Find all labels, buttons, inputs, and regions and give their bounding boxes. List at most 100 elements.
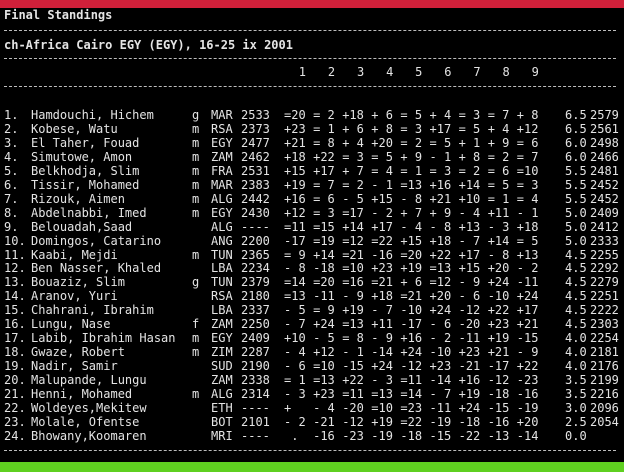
- player-name: Domingos, Catarino: [31, 233, 162, 248]
- round-result: +11: [371, 317, 393, 332]
- round-result: = 3: [429, 163, 452, 178]
- round-result: -22: [458, 428, 481, 443]
- round-result: =12: [429, 275, 452, 290]
- round-result: + 6: [400, 275, 423, 290]
- round-result: -18: [400, 428, 423, 443]
- round-result: -18: [487, 387, 510, 401]
- round-result: +18: [284, 149, 306, 164]
- performance: 2452: [590, 191, 619, 206]
- round-header: 4: [386, 65, 394, 79]
- round-result: = 1: [487, 191, 510, 206]
- round-result: = 5: [487, 177, 510, 192]
- rank: 21.: [4, 387, 26, 401]
- rank: 19.: [4, 359, 26, 374]
- round-result: = 6: [313, 191, 335, 206]
- player-name: Molale, Ofentse: [31, 414, 140, 429]
- round-result: - 4: [284, 345, 306, 360]
- rank: 9.: [4, 219, 19, 234]
- round-result: - 4: [458, 205, 481, 220]
- rank: 12.: [4, 261, 26, 276]
- round-result: = 2: [400, 135, 423, 150]
- round-result: -12: [487, 373, 510, 388]
- score: 4.5: [565, 247, 587, 262]
- federation: ZAM: [211, 149, 233, 164]
- performance: 2096: [590, 400, 619, 415]
- round-result: -15: [516, 331, 539, 346]
- round-result: +22: [313, 149, 335, 164]
- round-result: -19: [371, 428, 393, 443]
- round-result: = 6: [487, 163, 510, 178]
- round-result: +18: [371, 289, 393, 304]
- round-result: +23: [313, 387, 335, 401]
- rating: 2337: [241, 303, 270, 318]
- player-title: m: [192, 121, 200, 136]
- round-result: +17: [313, 163, 335, 178]
- round-result: +16: [284, 191, 306, 206]
- rating: 2383: [241, 177, 270, 192]
- round-result: = 9: [313, 303, 335, 318]
- round-result: =14: [284, 275, 306, 290]
- round-result: +20: [429, 289, 452, 304]
- round-result: - 8: [400, 191, 423, 206]
- round-result: - 1: [342, 345, 364, 360]
- player-title: m: [192, 331, 200, 346]
- round-result: - 9: [342, 289, 364, 304]
- round-result: =13: [313, 373, 335, 388]
- rating: ----: [241, 428, 270, 443]
- round-result: +21: [487, 345, 510, 360]
- performance: 2303: [590, 317, 619, 332]
- round-result: =13: [284, 289, 306, 304]
- player-name: Belouadah,Saad: [31, 219, 133, 234]
- round-result: -18: [313, 261, 335, 276]
- round-result: - 6: [429, 317, 452, 332]
- score: 5.0: [565, 205, 587, 220]
- rank: 14.: [4, 289, 26, 304]
- round-result: = 3: [516, 177, 539, 192]
- player-title: m: [192, 387, 200, 401]
- round-result: +17: [458, 247, 481, 262]
- federation: TUN: [211, 247, 233, 262]
- rating: 2409: [241, 331, 270, 346]
- player-name: Bhowany,Koomaren: [31, 428, 147, 443]
- round-result: = 7: [487, 108, 510, 122]
- round-header: 9: [531, 65, 539, 79]
- score: 4.0: [565, 345, 587, 360]
- round-result: +16: [458, 373, 481, 388]
- round-result: =22: [371, 233, 393, 248]
- round-result: +20: [371, 135, 393, 150]
- federation: EGY: [211, 135, 233, 150]
- rank: 5.: [4, 163, 19, 178]
- round-result: +21: [284, 135, 306, 150]
- round-header: 7: [473, 65, 481, 79]
- rank: 7.: [4, 191, 19, 206]
- rank: 17.: [4, 331, 26, 346]
- player-title: m: [192, 247, 200, 262]
- round-result: - 7: [371, 303, 393, 318]
- performance: 2498: [590, 135, 619, 150]
- round-result: + 6: [371, 108, 393, 122]
- score: 4.5: [565, 275, 587, 290]
- round-result: +24: [400, 345, 423, 360]
- round-result: =22: [400, 414, 423, 429]
- performance: 2452: [590, 177, 619, 192]
- player-name: Hamdouchi, Hichem: [31, 108, 154, 122]
- round-result: -12: [458, 303, 481, 318]
- round-result: -11: [516, 275, 539, 290]
- rating: 2442: [241, 191, 270, 206]
- round-result: - 4: [313, 400, 335, 415]
- federation: ETH: [211, 400, 233, 415]
- round-result: +14: [458, 177, 481, 192]
- round-result: -12: [400, 359, 423, 374]
- round-result: - 7: [284, 317, 306, 332]
- round-result: = 4: [371, 163, 393, 178]
- rank: 11.: [4, 247, 26, 262]
- score: 4.0: [565, 359, 587, 374]
- round-result: -16: [487, 414, 510, 429]
- rating: 2234: [241, 261, 270, 276]
- rating: 2338: [241, 373, 270, 388]
- round-result: + 1: [458, 135, 481, 150]
- round-result: =17: [342, 205, 364, 220]
- score: 5.5: [565, 191, 587, 206]
- round-result: +10: [284, 331, 306, 346]
- round-result: + 6: [342, 121, 364, 136]
